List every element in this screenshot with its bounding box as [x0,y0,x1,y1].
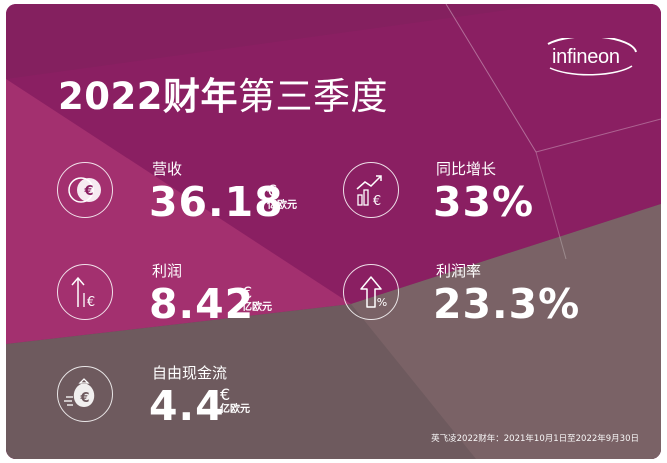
metric-label-margin: 利润率 [436,262,482,280]
metric-label-profit: 利润 [152,262,183,280]
infographic-card: 2022财年第三季度 infineon € 营收 36.18 € 亿欧元 € 同… [6,4,661,459]
unit-text: 亿欧元 [220,404,250,415]
metric-value-profit: 8.42 [149,280,255,328]
brand-logo-text: infineon [552,46,620,68]
metric-unit-profit: € 亿欧元 [242,284,272,314]
metric-label-growth: 同比增长 [436,160,497,178]
metric-unit-revenue: € 亿欧元 [267,182,297,212]
metric-unit-fcf: € 亿欧元 [220,386,250,416]
metric-value-margin: 23.3% [433,280,581,328]
svg-text:€: € [87,295,95,310]
currency-symbol: € [242,283,253,302]
metric-label-revenue: 营收 [152,160,183,178]
metric-value-growth: 33% [433,178,535,226]
svg-text:€: € [83,184,93,199]
infineon-logo-icon [547,38,637,76]
coins-euro-icon: € [57,162,113,218]
metric-value-fcf: 4.4 [149,382,225,430]
unit-text: 亿欧元 [267,200,297,211]
up-arrow-euro-icon: € [57,264,113,320]
up-arrow-percent-icon: % [343,264,399,320]
svg-text:€: € [79,391,89,406]
fiscal-year-footnote: 英飞凌2022财年：2021年10月1日至2022年9月30日 [431,434,639,444]
svg-text:€: € [373,194,381,209]
title-bold: 2022财年 [58,75,238,118]
growth-chart-euro-icon: € [343,162,399,218]
title-thin: 第三季度 [237,75,388,118]
unit-text: 亿欧元 [242,302,272,313]
page-title: 2022财年第三季度 [58,66,388,120]
currency-symbol: € [220,385,231,404]
metric-label-fcf: 自由现金流 [152,364,228,382]
svg-text:%: % [377,296,387,309]
money-bag-euro-icon: € [57,366,113,422]
currency-symbol: € [267,181,278,200]
metric-value-revenue: 36.18 [149,178,284,226]
